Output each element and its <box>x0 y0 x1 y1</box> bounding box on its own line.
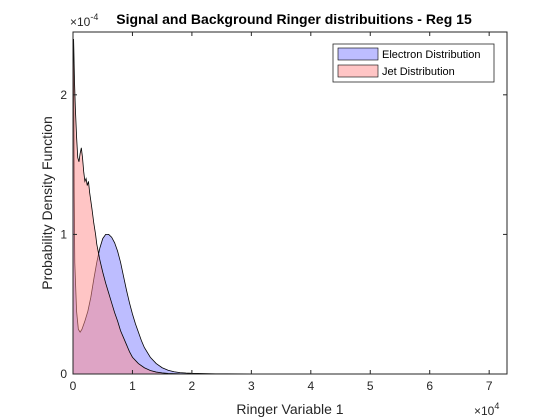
legend-label-jet: Jet Distribution <box>382 66 455 78</box>
x-tick-label: 5 <box>367 379 374 393</box>
y-tick-label: 2 <box>60 88 67 102</box>
series-layer <box>72 38 508 375</box>
x-tick-label: 1 <box>129 379 136 393</box>
x-tick-label: 3 <box>248 379 255 393</box>
x-exponent: ×104 <box>474 401 499 418</box>
legend-swatch-jet <box>337 64 379 78</box>
x-exponent-base: ×10 <box>474 404 495 418</box>
x-tick-label: 6 <box>426 379 433 393</box>
legend-label-electron: Electron Distribution <box>382 49 480 61</box>
plot-frame <box>72 31 508 375</box>
tick-layer: 0 1 2 3 4 5 6 7 0 1 2 <box>60 32 507 393</box>
x-tick-label: 2 <box>189 379 196 393</box>
x-exponent-power: 4 <box>494 401 499 411</box>
svg-text:×104: ×104 <box>474 401 499 418</box>
x-axis-label: Ringer Variable 1 <box>236 401 343 417</box>
svg-text:×10-4: ×10-4 <box>70 12 98 29</box>
plot-area <box>73 32 507 374</box>
y-axis-label: Probability Density Function <box>39 116 55 290</box>
y-tick-label: 0 <box>60 367 67 381</box>
legend: Electron Distribution Jet Distribution <box>332 43 495 83</box>
x-tick-label: 7 <box>486 379 493 393</box>
y-exponent: ×10-4 <box>70 12 98 29</box>
x-tick-label: 4 <box>307 379 314 393</box>
y-exponent-power: -4 <box>90 12 98 22</box>
y-exponent-base: ×10 <box>70 15 91 29</box>
x-tick-label: 0 <box>70 379 77 393</box>
y-tick-label: 1 <box>60 227 67 241</box>
chart-title: Signal and Background Ringer distribuiti… <box>116 11 472 27</box>
series-area-jet-distribution <box>72 38 508 375</box>
legend-swatch-electron <box>337 47 379 61</box>
